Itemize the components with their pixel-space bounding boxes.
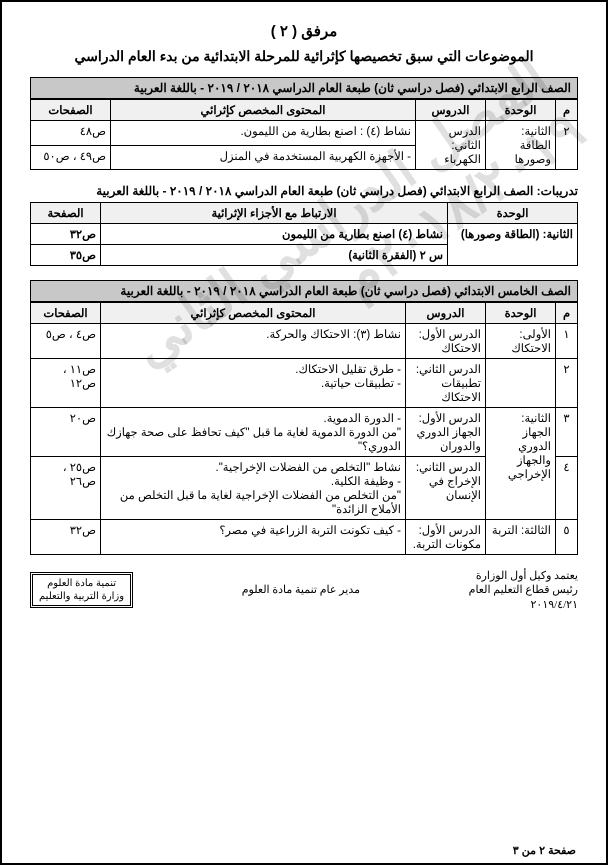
table-header-row: الوحدة الارتباط مع الأجزاء الإثرائية الص… [31,203,578,224]
signature-row: يعتمد وكيل أول الوزارة رئيس قطاع التعليم… [30,569,578,612]
col-m: م [556,100,578,121]
col-page: الصفحة [31,203,101,224]
col-link: الارتباط مع الأجزاء الإثرائية [101,203,448,224]
stamp-line1: تنمية مادة العلوم [39,577,124,590]
cell-pages: ص٢٠ [31,408,101,457]
table-row: ٢ الدرس الثاني: تطبيقات الاحتكاك - طرق ت… [31,359,578,408]
cell-pages: ص٢٥ ، ص٢٦ [31,457,101,520]
col-lesson: الدروس [406,303,486,324]
col-m: م [556,303,578,324]
cell-page: ص٣٥ [31,245,101,266]
section2-intro: تدريبات: الصف الرابع الابتدائي (فصل دراس… [30,184,578,198]
cell-num: ٢ [556,121,578,170]
col-unit: الوحدة [486,100,556,121]
col-pages: الصفحات [31,303,101,324]
cell-lesson: الدرس الأول: مكونات التربة. [406,520,486,555]
col-lesson: الدروس [416,100,486,121]
cell-lesson: الدرس الثاني: الكهرباء [416,121,486,170]
cell-lesson: الدرس الثاني: الإخراج في الإنسان [406,457,486,520]
sig-line2: رئيس قطاع التعليم العام [469,583,578,597]
table-row: ٥ الثالثة: التربة الدرس الأول: مكونات ال… [31,520,578,555]
col-content: المحتوى المخصص كإثرائي [101,303,406,324]
cell-num: ١ [556,324,578,359]
cell-pages: ص١١ ، ص١٢ [31,359,101,408]
col-content: المحتوى المخصص كإثرائي [111,100,416,121]
page-title: الموضوعات التي سبق تخصيصها كإثرائية للمر… [30,48,578,65]
sig-date: ٢٠١٩/٤/٢١ [469,598,578,612]
cell-link: نشاط (٤) اصنع بطارية من الليمون [101,224,448,245]
cell-lesson: الدرس الأول: الاحتكاك [406,324,486,359]
cell-num: ٥ [556,520,578,555]
col-unit: الوحدة [448,203,578,224]
table-grade4-drills: الوحدة الارتباط مع الأجزاء الإثرائية الص… [30,202,578,266]
cell-pages: ص٤ ، ص٥ [31,324,101,359]
table-header-row: م الوحدة الدروس المحتوى المخصص كإثرائي ا… [31,100,578,121]
section3-banner: الصف الخامس الابتدائي (فصل دراسي ثان) طب… [30,280,578,302]
cell-num: ٤ [556,457,578,520]
table-row: الثانية: (الطاقة وصورها) نشاط (٤) اصنع ب… [31,224,578,245]
page-frame: الفصل الدراسي الثاني ٢٠١٨/٢٠١٩م مرفق ( ٢… [0,0,608,865]
page-footer: صفحة ٢ من ٣ [513,844,576,857]
table-row: ١ الأولى: الاحتكاك الدرس الأول: الاحتكاك… [31,324,578,359]
cell-content: - كيف تكونت التربة الزراعية في مصر؟ [101,520,406,555]
cell-unit [486,359,556,408]
sig-center: مدير عام تنمية مادة العلوم [242,583,360,597]
section1-banner: الصف الرابع الابتدائي (فصل دراسي ثان) طب… [30,77,578,99]
cell-unit: الثالثة: التربة [486,520,556,555]
cell-content: نشاط (٣): الاحتكاك والحركة. [101,324,406,359]
col-pages: الصفحات [31,100,111,121]
table-grade4: م الوحدة الدروس المحتوى المخصص كإثرائي ا… [30,99,578,170]
cell-content: - الدورة الدموية. "من الدورة الدموية لغا… [101,408,406,457]
attachment-label: مرفق ( ٢ ) [30,22,578,40]
stamp-line2: وزارة التربية والتعليم [39,590,124,603]
cell-content: نشاط "التخلص من الفضلات الإخراجية". - وظ… [101,457,406,520]
table-header-row: م الوحدة الدروس المحتوى المخصص كإثرائي ا… [31,303,578,324]
table-row: ٢ الثانية: الطاقة وصورها الدرس الثاني: ا… [31,121,578,146]
cell-lesson: الدرس الأول: الجهاز الدوري والدوران [406,408,486,457]
cell-content: نشاط (٤) : اصنع بطارية من الليمون. [111,121,416,146]
cell-unit: الثانية: الطاقة وصورها [486,121,556,170]
cell-num: ٢ [556,359,578,408]
cell-unit: الثانية: (الطاقة وصورها) [448,224,578,266]
table-row: ٣ الثانية: الجهاز الدوري والجهاز الإخراج… [31,408,578,457]
cell-pages: ص٤٩ ، ص٥٠ [31,145,111,170]
cell-pages: ص٤٨ [31,121,111,146]
cell-page: ص٣٢ [31,224,101,245]
table-grade5: م الوحدة الدروس المحتوى المخصص كإثرائي ا… [30,302,578,555]
sig-right: يعتمد وكيل أول الوزارة رئيس قطاع التعليم… [469,569,578,612]
cell-content: - طرق تقليل الاحتكاك. - تطبيقات حياتية. [101,359,406,408]
cell-lesson: الدرس الثاني: تطبيقات الاحتكاك [406,359,486,408]
cell-pages: ص٣٢ [31,520,101,555]
cell-link: س ٢ (الفقرة الثانية) [101,245,448,266]
cell-unit: الأولى: الاحتكاك [486,324,556,359]
sig-line1: يعتمد وكيل أول الوزارة [469,569,578,583]
col-unit: الوحدة [486,303,556,324]
cell-num: ٣ [556,408,578,457]
cell-unit: الثانية: الجهاز الدوري والجهاز الإخراجي [486,408,556,520]
cell-content: - الأجهزة الكهربية المستخدمة في المنزل [111,145,416,170]
stamp: تنمية مادة العلوم وزارة التربية والتعليم [30,572,133,608]
